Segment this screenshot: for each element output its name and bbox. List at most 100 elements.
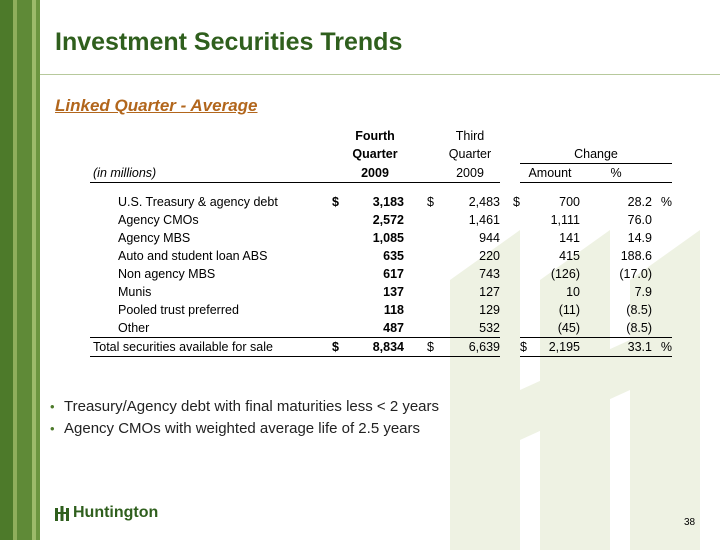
q3-header-line2: Quarter	[448, 147, 492, 162]
total-amount: $2,195	[520, 337, 580, 357]
q3-value: 944	[479, 231, 500, 245]
table-row: Non agency MBS 617 743 (126) (17.0)	[90, 265, 672, 283]
amount-value: (45)	[557, 321, 580, 335]
huntington-logo: Huntington	[55, 504, 158, 522]
pct-symbol	[652, 301, 672, 319]
amount-header: Amount	[520, 163, 580, 183]
q3-value: 532	[479, 321, 500, 335]
q4-symbol	[332, 283, 346, 301]
q4-header-line2: Quarter	[352, 147, 398, 162]
pct-value: 7.9	[634, 285, 652, 299]
q4-value: 1,085	[372, 231, 404, 245]
securities-table: Fourth Third Quarter Quarter Change (in …	[90, 127, 672, 357]
table-row: Other 487 532 (45) (8.5)	[90, 319, 672, 338]
amount-symbol: $	[513, 195, 520, 209]
bullet-dot-icon: •	[50, 420, 55, 436]
total-pct-symbol: %	[652, 337, 672, 357]
pct-value: (17.0)	[619, 267, 652, 281]
q3-header-line1: Third	[455, 129, 485, 143]
table-row: Agency MBS 1,085 944 141 14.9	[90, 229, 672, 247]
q4-symbol	[332, 247, 346, 265]
amount-symbol	[500, 211, 520, 229]
header-row-2: Quarter Quarter Change	[90, 145, 672, 164]
pct-value: 76.0	[627, 213, 652, 227]
q4-symbol	[332, 229, 346, 247]
amount-symbol	[500, 265, 520, 283]
amount-value: 1,111	[550, 213, 580, 227]
q4-value: 617	[383, 267, 404, 281]
total-amount-symbol: $	[520, 340, 527, 354]
q4-header-year: 2009	[346, 163, 404, 183]
title-divider	[40, 74, 720, 75]
bullet-list: • Treasury/Agency debt with final maturit…	[50, 395, 439, 439]
q4-symbol	[332, 265, 346, 283]
q4-value: 118	[383, 303, 404, 317]
total-q4-value: 8,834	[346, 337, 404, 357]
amount-value: 700	[559, 195, 580, 209]
total-pct: 33.1	[580, 337, 652, 357]
page-number: 38	[684, 517, 696, 528]
q4-symbol	[332, 211, 346, 229]
q3-symbol	[404, 283, 440, 301]
left-green-band	[0, 0, 13, 540]
total-row: Total securities available for sale $ 8,…	[90, 337, 672, 357]
q3-symbol	[404, 265, 440, 283]
total-q3-symbol: $	[404, 337, 440, 357]
amount-value: 10	[566, 285, 580, 299]
amount-value: 415	[559, 249, 580, 263]
slide-title: Investment Securities Trends	[55, 28, 403, 56]
pct-value: (8.5)	[626, 303, 652, 317]
pct-symbol	[652, 283, 672, 301]
q3-symbol	[404, 247, 440, 265]
amount-value: 141	[559, 231, 580, 245]
q3-value: 743	[479, 267, 500, 281]
q3-value: 220	[479, 249, 500, 263]
q4-value: 137	[383, 285, 404, 299]
total-label: Total securities available for sale	[90, 337, 332, 357]
amount-symbol	[500, 301, 520, 319]
q3-value: 1,461	[468, 213, 500, 227]
amount-value: (126)	[550, 267, 580, 281]
bullet-text: Agency CMOs with weighted average life o…	[64, 419, 421, 437]
bullet-item: • Agency CMOs with weighted average life …	[50, 417, 439, 439]
q3-symbol	[404, 211, 440, 229]
row-label: Agency MBS	[118, 231, 191, 245]
left-light-stripe	[13, 0, 17, 540]
q3-symbol	[404, 229, 440, 247]
pct-symbol: %	[660, 195, 672, 209]
total-amount-value: 2,195	[548, 340, 580, 354]
table-row: U.S. Treasury & agency debt $3,183 $2,483 $…	[90, 193, 672, 211]
row-label: Agency CMOs	[118, 213, 199, 227]
header-row-1: Fourth Third	[90, 127, 672, 145]
row-label: Munis	[118, 285, 152, 299]
pct-symbol	[652, 319, 672, 338]
row-label: U.S. Treasury & agency debt	[118, 195, 278, 209]
table-row: Pooled trust preferred 118 129 (11) (8.5)	[90, 301, 672, 319]
pct-symbol	[652, 211, 672, 229]
row-label: Non agency MBS	[118, 267, 216, 281]
q4-header-line1: Fourth	[355, 129, 395, 143]
pct-value: (8.5)	[626, 321, 652, 335]
total-q4-symbol: $	[332, 337, 346, 357]
table-row: Auto and student loan ABS 635 220 415 188.6	[90, 247, 672, 265]
bullet-dot-icon: •	[50, 398, 55, 414]
pct-symbol	[652, 229, 672, 247]
table-body: U.S. Treasury & agency debt $3,183 $2,483 $…	[90, 193, 672, 338]
units-label: (in millions)	[90, 163, 332, 183]
pct-symbol	[652, 265, 672, 283]
slide-subtitle: Linked Quarter - Average	[55, 96, 258, 115]
amount-symbol	[500, 319, 520, 338]
logo-text: Huntington	[73, 504, 159, 521]
amount-symbol	[500, 283, 520, 301]
q4-symbol: $	[332, 195, 339, 209]
pct-symbol	[652, 247, 672, 265]
left-green-band-2	[17, 0, 32, 540]
bullet-text: Treasury/Agency debt with final maturiti…	[64, 397, 440, 415]
q3-symbol	[404, 319, 440, 338]
pct-header: %	[580, 163, 652, 183]
pct-value: 14.9	[627, 231, 652, 245]
bullet-item: • Treasury/Agency debt with final maturit…	[50, 395, 439, 417]
q3-value: 2,483	[468, 195, 500, 209]
total-q3-value: 6,639	[440, 337, 500, 357]
row-label: Auto and student loan ABS	[118, 249, 268, 263]
